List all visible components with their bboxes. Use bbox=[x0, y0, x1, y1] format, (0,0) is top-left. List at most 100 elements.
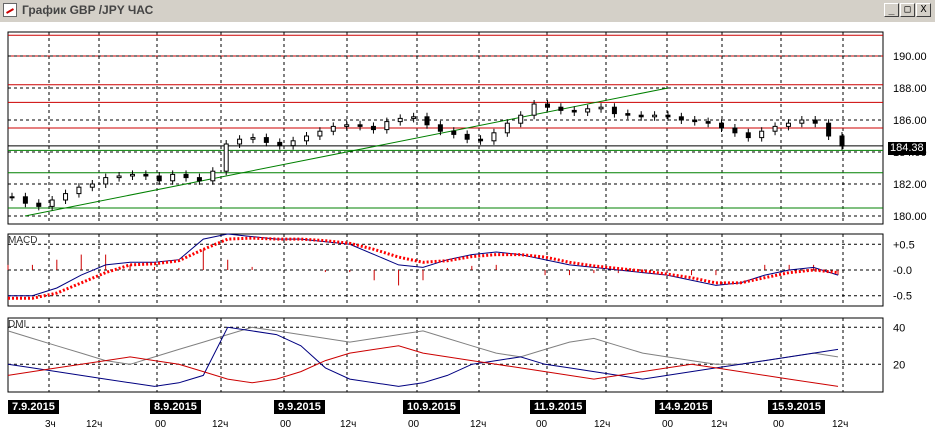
candle-body bbox=[183, 173, 189, 179]
close-button[interactable]: X bbox=[916, 3, 931, 17]
candle-body bbox=[22, 196, 28, 204]
candle-body bbox=[36, 202, 42, 207]
candle-body bbox=[678, 116, 684, 121]
candle-body bbox=[705, 121, 711, 124]
candle-body bbox=[277, 141, 283, 147]
window-titlebar: График GBP /JPY ЧАС _ □ X bbox=[0, 0, 935, 23]
candle-body bbox=[585, 108, 591, 113]
chart-app-icon bbox=[3, 3, 17, 17]
candle-body bbox=[196, 177, 202, 182]
candle-body bbox=[250, 137, 256, 140]
candle-body bbox=[290, 140, 296, 147]
price-axis-tick: 190.00 bbox=[893, 51, 927, 63]
adx-line bbox=[7, 326, 839, 365]
macd-axis-tick: +0.5 bbox=[893, 239, 915, 251]
candle-body bbox=[63, 193, 69, 201]
date-label: 10.9.2015 bbox=[403, 400, 460, 414]
candle-body bbox=[531, 103, 537, 116]
window-title: График GBP /JPY ЧАС bbox=[22, 3, 154, 17]
candle-body bbox=[170, 173, 176, 182]
chart-canvas[interactable]: 190.00188.00186.00184.00182.00180.00+0.5… bbox=[0, 22, 935, 437]
date-label: 7.9.2015 bbox=[8, 400, 59, 414]
candle-body bbox=[625, 113, 631, 116]
candle-body bbox=[544, 103, 550, 108]
candle-body bbox=[344, 124, 350, 127]
candle-body bbox=[759, 130, 765, 139]
candle-body bbox=[571, 109, 577, 113]
candle-body bbox=[826, 122, 832, 137]
hour-label: 00 bbox=[773, 419, 785, 430]
macd-axis-tick: -0.0 bbox=[893, 265, 912, 277]
candle-body bbox=[397, 117, 403, 123]
candle-body bbox=[116, 175, 122, 179]
candle-body bbox=[598, 106, 604, 110]
candle-body bbox=[719, 122, 725, 129]
candle-body bbox=[156, 175, 162, 182]
hour-label: 12ч bbox=[832, 419, 849, 430]
candle-body bbox=[76, 186, 82, 195]
candle-body bbox=[732, 127, 738, 134]
candle-body bbox=[103, 177, 109, 185]
hour-label: 12ч bbox=[470, 419, 487, 430]
date-label: 14.9.2015 bbox=[655, 400, 712, 414]
candle-body bbox=[237, 138, 243, 145]
hour-label: 12ч bbox=[594, 419, 611, 430]
candle-body bbox=[330, 125, 336, 132]
hour-label: 3ч bbox=[45, 419, 56, 430]
candle-body bbox=[518, 114, 524, 124]
macd-axis-tick: -0.5 bbox=[893, 291, 912, 303]
candle-body bbox=[638, 114, 644, 118]
candle-body bbox=[143, 173, 149, 177]
hour-label: 00 bbox=[536, 419, 548, 430]
price-axis-tick: 186.00 bbox=[893, 115, 927, 127]
candle-body bbox=[263, 137, 269, 143]
panel-frame bbox=[7, 233, 884, 307]
candle-body bbox=[745, 132, 751, 139]
candle-body bbox=[411, 116, 417, 119]
candle-body bbox=[424, 116, 430, 126]
date-label: 8.9.2015 bbox=[150, 400, 201, 414]
candle-body bbox=[611, 106, 617, 115]
candle-body bbox=[129, 173, 135, 177]
price-axis-tick: 182.00 bbox=[893, 179, 927, 191]
candle-body bbox=[799, 119, 805, 124]
candle-body bbox=[504, 122, 510, 134]
hour-label: 12ч bbox=[340, 419, 357, 430]
candle-body bbox=[652, 114, 658, 118]
candle-body bbox=[437, 124, 443, 132]
candle-body bbox=[317, 130, 323, 137]
hour-label: 12ч bbox=[711, 419, 728, 430]
candle-body bbox=[665, 114, 671, 118]
chart-area[interactable]: 190.00188.00186.00184.00182.00180.00+0.5… bbox=[0, 22, 935, 437]
hour-label: 00 bbox=[280, 419, 292, 430]
candle-body bbox=[223, 143, 229, 172]
date-label: 9.9.2015 bbox=[274, 400, 325, 414]
minimize-button[interactable]: _ bbox=[884, 3, 899, 17]
maximize-button[interactable]: □ bbox=[900, 3, 915, 17]
dmi-panel-label: DMI bbox=[8, 319, 27, 330]
hour-label: 12ч bbox=[86, 419, 103, 430]
macd-panel-label: MACD bbox=[8, 235, 38, 246]
candle-body bbox=[785, 122, 791, 127]
current-price-badge: 184.38 bbox=[888, 142, 926, 155]
dmi-axis-tick: 20 bbox=[893, 359, 905, 371]
candle-body bbox=[49, 199, 55, 207]
macd-line bbox=[8, 233, 839, 297]
candle-body bbox=[384, 121, 390, 131]
hour-label: 00 bbox=[408, 419, 420, 430]
date-label: 15.9.2015 bbox=[768, 400, 825, 414]
candle-body bbox=[451, 130, 457, 135]
candle-body bbox=[370, 125, 376, 131]
candle-body bbox=[772, 125, 778, 132]
hour-label: 00 bbox=[662, 419, 674, 430]
candle-body bbox=[357, 124, 363, 127]
candle-body bbox=[210, 170, 216, 182]
candle-body bbox=[812, 119, 818, 124]
candle-body bbox=[558, 106, 564, 111]
candle-body bbox=[89, 183, 95, 188]
candle-body bbox=[304, 135, 310, 142]
price-axis-tick: 188.00 bbox=[893, 83, 927, 95]
macd-signal-line bbox=[8, 236, 839, 300]
panel-frame bbox=[7, 317, 884, 393]
dmi-axis-tick: 40 bbox=[893, 322, 905, 334]
